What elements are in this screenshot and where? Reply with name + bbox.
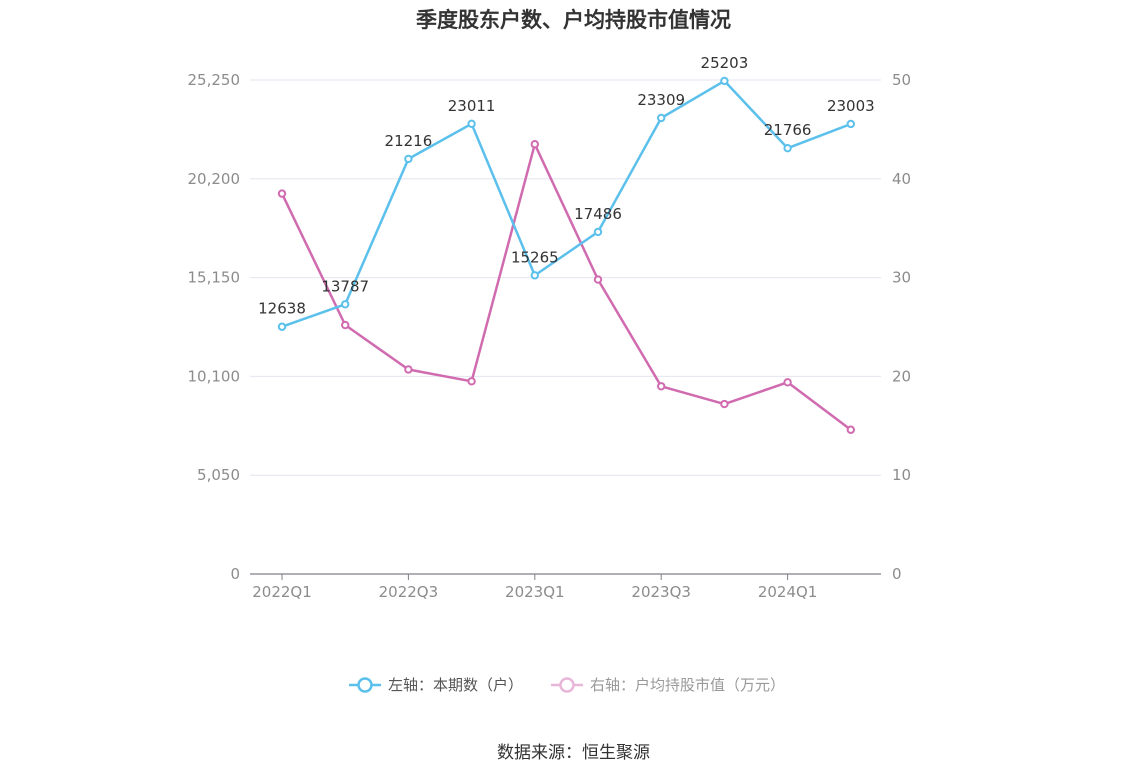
series-points — [277, 76, 855, 434]
data-labels: 12638 13787 21216 23011 15265 17486 23309 25203… — [258, 54, 875, 318]
data-point — [846, 119, 855, 129]
data-label: 23003 — [827, 97, 875, 115]
data-point — [467, 377, 476, 386]
data-point — [341, 320, 350, 330]
series-lines — [280, 79, 852, 431]
data-point — [530, 271, 539, 280]
data-label: 12638 — [258, 300, 306, 318]
left-axis-tick-label: 5,050 — [197, 466, 240, 484]
left-axis-tick-label: 10,100 — [188, 367, 241, 385]
data-point — [846, 425, 855, 434]
data-point — [277, 189, 287, 198]
data-point — [277, 322, 287, 331]
x-axis-tick-label: 2022Q1 — [252, 583, 312, 601]
data-point — [530, 140, 539, 149]
data-point — [657, 113, 666, 123]
chart-title: 季度股东户数、户均持股市值情况 — [416, 8, 731, 32]
data-point — [783, 378, 792, 387]
left-axis-tick-label: 25,250 — [188, 71, 241, 89]
data-point — [404, 365, 413, 374]
x-axis-tick-label: 2024Q1 — [758, 583, 818, 601]
data-point — [341, 300, 350, 309]
data-label: 23309 — [637, 91, 685, 109]
x-axis-tick-label: 2023Q1 — [505, 583, 565, 601]
data-point — [593, 227, 603, 237]
x-axis-tick-label: 2023Q3 — [631, 583, 691, 601]
right-axis-tick-label: 10 — [892, 466, 911, 484]
data-label: 23011 — [448, 97, 496, 115]
data-point — [720, 399, 729, 409]
legend-swatch-marker — [559, 677, 575, 693]
right-axis-tick-label: 50 — [892, 71, 911, 89]
right-axis-tick-label: 40 — [892, 170, 911, 188]
data-point — [783, 143, 792, 153]
data-label: 15265 — [511, 248, 559, 266]
left-axis-tick-label: 0 — [230, 565, 240, 583]
data-point — [720, 76, 729, 86]
data-label: 25203 — [701, 54, 749, 72]
data-label: 21216 — [385, 132, 433, 150]
right-axis-tick-label: 20 — [892, 367, 911, 385]
legend-label: 右轴：户均持股市值（万元） — [590, 676, 785, 694]
right-axis-tick-label: 0 — [892, 565, 902, 583]
right-axis-tick-label: 30 — [892, 269, 911, 287]
left-axis-tick-label: 15,150 — [188, 269, 241, 287]
data-point — [593, 275, 603, 284]
data-label: 13787 — [321, 277, 369, 295]
data-point — [467, 119, 476, 129]
x-axis-tick-label: 2022Q3 — [379, 583, 439, 601]
source-note: 数据来源：恒生聚源 — [497, 743, 650, 763]
series-line — [280, 142, 852, 431]
series-line — [281, 79, 852, 328]
grid-lines — [250, 79, 881, 476]
axes: 0 5,050 10,100 15,150 20,200 25,250 0 10 20 30 40 5… — [188, 71, 912, 601]
legend-swatch-marker — [357, 677, 373, 693]
data-point — [404, 154, 413, 164]
left-axis-tick-label: 20,200 — [188, 170, 241, 188]
data-label: 17486 — [574, 205, 622, 223]
data-point — [657, 382, 666, 391]
legend-label: 左轴：本期数（户） — [388, 676, 523, 694]
legend: 左轴：本期数（户） 右轴：户均持股市值（万元） — [349, 676, 785, 694]
data-label: 21766 — [764, 121, 812, 139]
